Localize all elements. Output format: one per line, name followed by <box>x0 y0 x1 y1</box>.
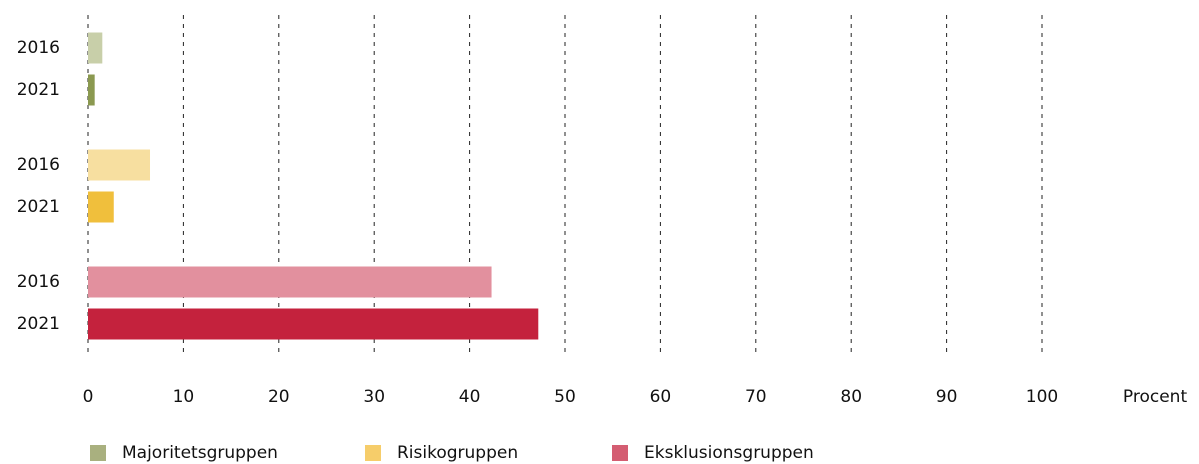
y-tick-label: 2021 <box>17 80 60 100</box>
y-tick-label: 2016 <box>17 155 60 175</box>
legend-swatch <box>90 445 106 461</box>
x-tick-label: 80 <box>840 387 862 407</box>
x-tick-label: 40 <box>459 387 481 407</box>
y-tick-label: 2016 <box>17 272 60 292</box>
bar <box>88 32 103 64</box>
x-axis-label: Procent <box>1123 387 1188 407</box>
bar <box>88 74 95 106</box>
x-tick-label: 60 <box>650 387 672 407</box>
legend-swatch <box>612 445 628 461</box>
legend-swatch <box>365 445 381 461</box>
x-tick-label: 10 <box>173 387 195 407</box>
y-tick-label: 2021 <box>17 314 60 334</box>
x-tick-label: 70 <box>745 387 767 407</box>
legend-label: Majoritetsgruppen <box>122 443 278 463</box>
bar <box>88 191 114 223</box>
bar <box>88 149 151 181</box>
x-tick-label: 100 <box>1026 387 1058 407</box>
bar <box>88 308 539 340</box>
x-tick-label: 50 <box>554 387 576 407</box>
x-tick-label: 30 <box>363 387 385 407</box>
bar <box>88 266 492 298</box>
y-tick-label: 2016 <box>17 38 60 58</box>
x-tick-label: 0 <box>83 387 94 407</box>
legend-label: Risikogruppen <box>397 443 518 463</box>
x-tick-label: 90 <box>936 387 958 407</box>
y-tick-label: 2021 <box>17 197 60 217</box>
legend-label: Eksklusionsgruppen <box>644 443 814 463</box>
x-tick-label: 20 <box>268 387 290 407</box>
